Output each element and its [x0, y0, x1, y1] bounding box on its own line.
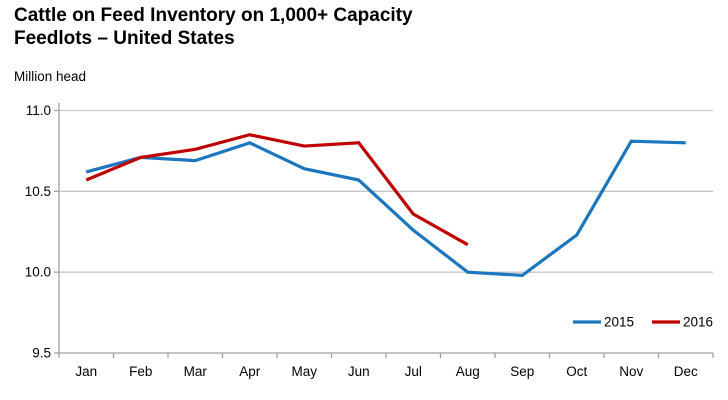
x-axis-tick-label: Jun — [348, 364, 370, 379]
x-axis-tick-label: May — [291, 364, 317, 379]
y-axis-tick-label: 10.5 — [25, 184, 51, 199]
legend-label-2015: 2015 — [604, 315, 634, 330]
y-axis-tick-label: 11.0 — [26, 103, 51, 118]
x-axis-tick-label: Aug — [456, 364, 480, 379]
x-axis-tick-label: Feb — [129, 364, 152, 379]
x-axis-tick-label: Dec — [674, 364, 698, 379]
y-axis-unit-label: Million head — [14, 69, 87, 84]
y-axis-tick-label: 9.5 — [32, 346, 51, 361]
series-line-2016 — [85, 133, 469, 247]
legend-label-2016: 2016 — [683, 315, 713, 330]
chart-title: Cattle on Feed Inventory on 1,000+ Capac… — [14, 5, 413, 49]
x-axis-tick-label: Jan — [75, 364, 97, 379]
x-axis-tick-label: Nov — [619, 364, 643, 379]
x-axis-tick-label: Apr — [239, 364, 261, 379]
x-axis-tick-label: Oct — [566, 364, 587, 379]
x-axis-tick-label: Jul — [405, 364, 422, 379]
x-axis-tick-label: Sep — [510, 364, 534, 379]
x-axis-tick-label: Mar — [184, 364, 208, 379]
series-line-2015 — [85, 139, 686, 278]
y-axis-tick-label: 10.0 — [25, 265, 51, 280]
